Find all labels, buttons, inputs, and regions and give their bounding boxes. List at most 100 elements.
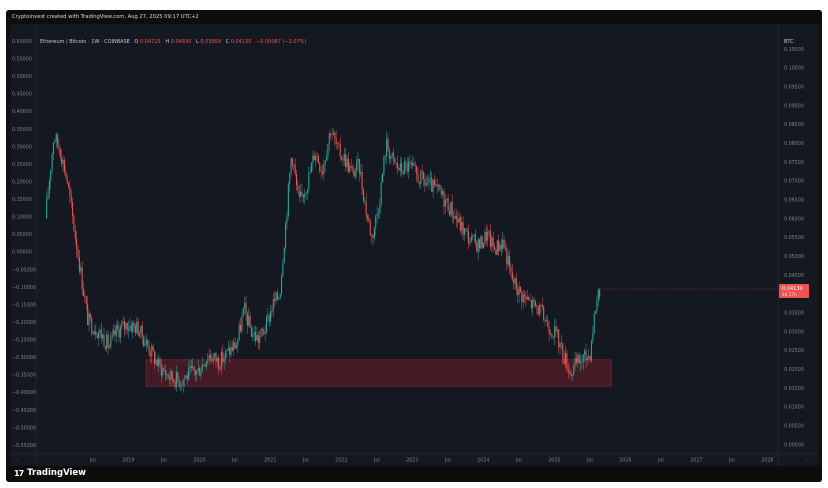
candle-down <box>149 353 151 356</box>
svg-text:Ethereum / Bitcoin · 1W · COIN: Ethereum / Bitcoin · 1W · COINBASE O 0.0… <box>40 39 306 45</box>
candle-up <box>428 178 430 184</box>
candle-up <box>326 156 328 161</box>
bar-countdown-label: 4d 17h <box>782 292 797 297</box>
candle-up <box>93 331 95 335</box>
candle-down <box>513 279 515 284</box>
candle-up <box>207 359 209 362</box>
chart-area: 0.60000 0.55000 0.50000 0.45000 0.40000 0.350… <box>10 24 818 466</box>
candle-up <box>182 379 184 386</box>
support-zone-layer <box>145 359 612 387</box>
candle-down <box>70 195 72 203</box>
candle-up <box>580 362 582 364</box>
candle-up <box>315 156 317 161</box>
right-axis-tick-label: 0.00500 <box>784 423 804 429</box>
candle-down <box>478 239 481 249</box>
candle-down <box>103 334 105 347</box>
candle-up <box>391 152 393 157</box>
candle-down <box>351 167 354 169</box>
candle-up <box>184 378 186 380</box>
right-axis-tick-label: 0.05500 <box>784 235 804 241</box>
candle-down <box>515 277 517 290</box>
right-axis-tick-label: 0.06000 <box>784 216 804 222</box>
candle-down <box>334 132 336 139</box>
left-axis-tick-label: −0.50000 <box>12 425 36 431</box>
candle-down <box>495 249 497 255</box>
candle-up <box>244 302 246 308</box>
candle-up <box>327 144 329 157</box>
candle-down <box>147 340 149 346</box>
candle-down <box>204 365 206 367</box>
right-axis-tick-label: 0.07000 <box>784 179 804 185</box>
candle-up <box>379 204 381 214</box>
candle-up <box>386 138 388 157</box>
candle-down <box>465 228 467 230</box>
candle-down <box>468 231 470 244</box>
candle-down <box>353 168 355 177</box>
candle-down <box>87 303 89 325</box>
legend-high-value: 0.04830 <box>171 39 192 45</box>
right-axis-tick-label: 0.04500 <box>784 273 804 279</box>
support-zone-rectangle <box>145 359 612 387</box>
x-axis-tick-label: Jul <box>586 458 593 464</box>
x-axis-tick-label: Jul <box>728 458 735 464</box>
legend-open-value: 0.04715 <box>140 39 161 45</box>
candle-down <box>448 211 451 215</box>
candle-down <box>255 332 257 341</box>
candle-down <box>410 162 412 166</box>
candle-down <box>521 291 523 303</box>
candle-down <box>126 323 128 331</box>
candle-up <box>532 299 534 309</box>
candle-up <box>201 364 203 372</box>
candle-down <box>203 364 205 366</box>
current-price-badge <box>779 284 809 299</box>
candle-down <box>372 235 374 238</box>
candle-down <box>59 148 61 158</box>
candle-up <box>502 239 504 250</box>
candle-up <box>48 181 50 194</box>
candle-down <box>63 159 65 172</box>
candle-up <box>106 334 108 349</box>
candle-down <box>371 235 373 236</box>
candle-up <box>514 277 516 284</box>
left-axis-tick-label: 0.25000 <box>12 162 32 168</box>
candle-up <box>463 228 466 235</box>
candle-up <box>473 234 475 237</box>
candle-up <box>47 193 49 199</box>
candle-down <box>350 166 352 168</box>
candle-up <box>540 304 542 306</box>
candle-down <box>503 239 505 248</box>
candle-down <box>558 329 560 348</box>
candle-down <box>91 317 93 333</box>
candle-up <box>356 161 358 172</box>
candle-down <box>416 166 418 175</box>
candle-up <box>270 311 272 322</box>
candle-up <box>158 358 160 366</box>
candle-up <box>577 354 579 363</box>
candle-down <box>387 138 389 151</box>
candle-up <box>51 154 53 171</box>
candle-up <box>125 323 127 329</box>
candle-up <box>477 239 479 252</box>
right-axis-tick-label: 0.00000 <box>784 442 804 448</box>
candle-down <box>443 191 445 207</box>
candle-down <box>163 368 165 371</box>
candle-down <box>402 171 404 174</box>
candle-down <box>263 330 265 334</box>
candle-down <box>66 175 68 183</box>
chart-legend: Ethereum / Bitcoin · 1W · COINBASE O 0.0… <box>40 39 306 45</box>
tradingview-logo-icon: 17 <box>14 468 24 478</box>
left-axis-tick-label: −0.45000 <box>12 408 36 414</box>
candle-up <box>444 200 446 207</box>
candle-up <box>289 173 291 185</box>
candle-down <box>298 191 300 197</box>
candle-down <box>178 379 180 387</box>
candle-up <box>597 289 599 301</box>
candle-up <box>571 374 573 377</box>
candle-down <box>160 363 162 376</box>
left-axis-tick-label: 0.15000 <box>12 197 32 203</box>
candle-up <box>223 358 225 362</box>
left-axis-tick-label: −0.05000 <box>12 267 36 273</box>
candle-up <box>108 346 111 348</box>
candle-down <box>530 300 532 309</box>
candle-down <box>578 354 580 364</box>
